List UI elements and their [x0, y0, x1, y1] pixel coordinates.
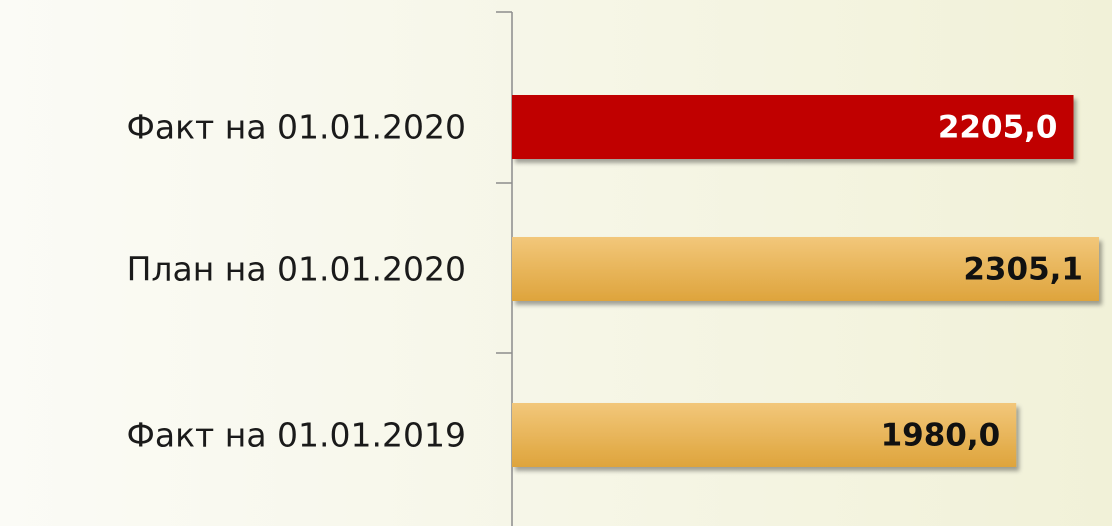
bar	[512, 237, 1099, 301]
category-label: План на 01.01.2020	[127, 250, 466, 289]
bar	[512, 403, 1017, 467]
bar	[512, 95, 1074, 159]
value-label: 2205,0	[938, 110, 1058, 146]
category-label: Факт на 01.01.2020	[126, 108, 466, 147]
value-label: 1980,0	[881, 418, 1001, 454]
category-label: Факт на 01.01.2019	[126, 416, 466, 455]
value-label: 2305,1	[963, 252, 1083, 288]
